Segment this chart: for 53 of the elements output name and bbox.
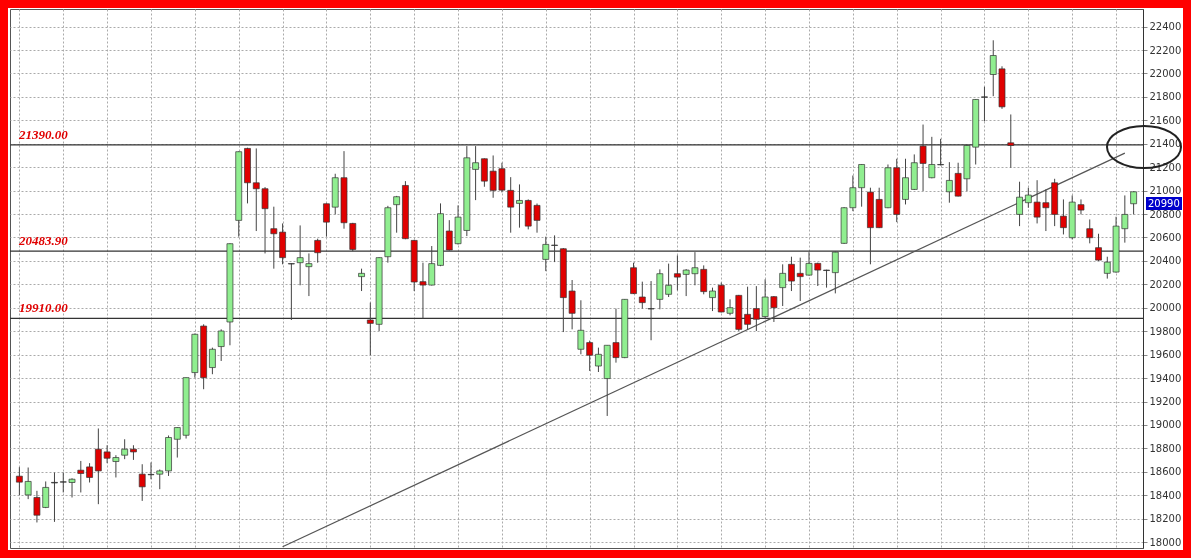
candlestick: [1016, 181, 1023, 227]
y-tick-label: 20200: [1149, 278, 1182, 290]
candlestick: [24, 467, 32, 500]
y-tick-label: 19400: [1149, 372, 1182, 384]
candlestick: [358, 268, 365, 292]
candlestick: [217, 328, 225, 362]
y-tick-label: 20400: [1149, 255, 1182, 267]
y-tick-label: 19000: [1149, 419, 1182, 431]
y-tick-label: 19200: [1149, 396, 1182, 408]
ref-line-label: 19910.00: [19, 300, 69, 316]
candlestick: [709, 287, 716, 312]
ref-line-label: 20483.90: [18, 233, 69, 249]
y-tick-label: 18400: [1149, 489, 1182, 501]
y-tick-label: 20800: [1149, 208, 1182, 220]
candlestick: [1060, 198, 1067, 235]
y-tick-label: 19600: [1149, 349, 1182, 361]
candlestick: [902, 158, 909, 205]
y-tick-label: 18600: [1149, 466, 1182, 478]
y-tick-label: 21200: [1149, 161, 1182, 173]
y-tick-label: 22200: [1149, 44, 1182, 56]
candlestick: [16, 466, 23, 496]
candlestick: [209, 347, 216, 375]
candlestick: [393, 195, 400, 234]
candlestick: [1130, 190, 1137, 215]
y-tick-label: 21000: [1149, 185, 1182, 197]
candlestick: [51, 472, 58, 523]
candlestick: [323, 203, 330, 238]
ref-line-label: 21390.00: [18, 126, 69, 142]
candlestick: [981, 86, 988, 122]
y-tick-label: 18800: [1149, 442, 1182, 454]
text: 20990: [1146, 196, 1182, 210]
candlestick: [1086, 218, 1094, 244]
candlestick: [788, 256, 795, 292]
y-tick-label: 21800: [1149, 91, 1182, 103]
candlestick: [481, 157, 488, 188]
y-tick-label: 18200: [1149, 513, 1182, 525]
y-tick-label: 19800: [1149, 325, 1182, 337]
candlestick: [638, 281, 646, 310]
candlestick: [516, 183, 523, 229]
candlestick: [77, 460, 85, 493]
candlestick: [86, 462, 93, 483]
y-tick-label: 22000: [1149, 67, 1182, 79]
y-tick-label: 20000: [1149, 302, 1182, 314]
candlestick: [779, 263, 787, 307]
candlestick: [121, 438, 129, 460]
y-tick-label: 20600: [1149, 231, 1182, 243]
candlestick: [665, 263, 672, 298]
y-tick-label: 18000: [1149, 536, 1182, 548]
candlestick: [674, 254, 681, 291]
candlestick: [595, 347, 602, 373]
candlestick: [823, 269, 830, 289]
y-tick-label: 22400: [1149, 21, 1182, 33]
y-tick-label: 21600: [1149, 114, 1182, 126]
